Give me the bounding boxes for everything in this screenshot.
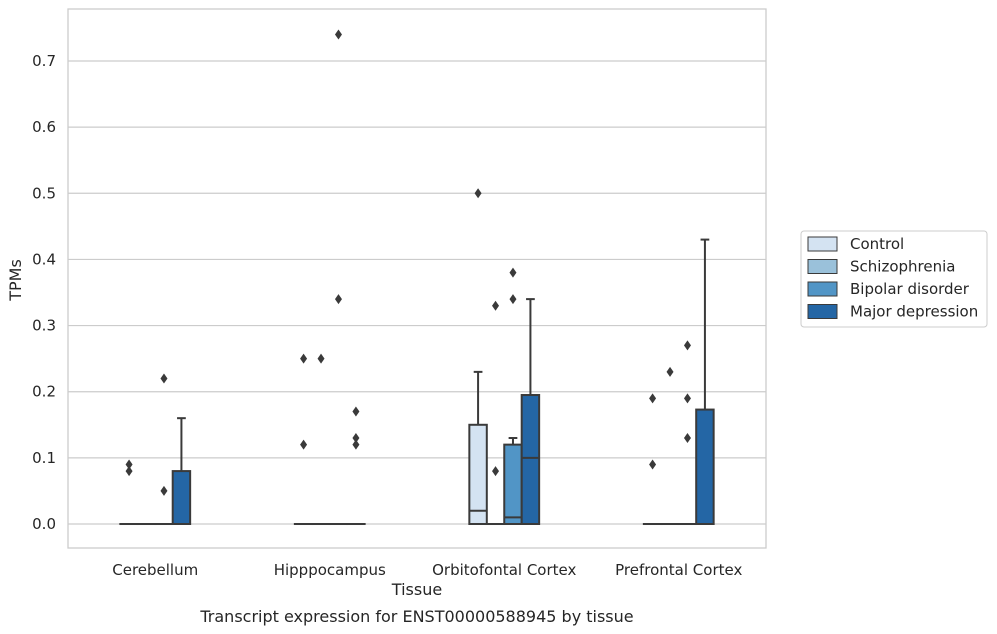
outlier-point: [300, 439, 308, 450]
y-tick-label: 0.3: [32, 317, 56, 335]
box-group: [311, 353, 331, 526]
outlier-point: [334, 29, 342, 40]
outlier-point: [334, 294, 342, 305]
y-tick-label: 0.0: [32, 515, 56, 533]
outlier-point: [666, 366, 674, 377]
legend-label: Bipolar disorder: [850, 280, 970, 298]
box: [468, 423, 488, 525]
legend-swatch: [807, 259, 838, 274]
x-tick-label: Prefrontal Cortex: [615, 561, 742, 579]
box-group: [154, 373, 174, 526]
outlier-point: [474, 188, 482, 199]
outlier-point: [649, 393, 657, 404]
box: [520, 394, 541, 525]
legend-label: Major depression: [850, 303, 978, 321]
plot-frame: [67, 8, 767, 549]
y-tick-label: 0.2: [32, 383, 56, 401]
outlier-point: [492, 466, 500, 477]
outlier-point: [649, 459, 657, 470]
y-tick-label: 0.6: [32, 118, 56, 136]
box: [171, 470, 192, 526]
box-group: [642, 393, 663, 526]
outlier-point: [509, 267, 517, 278]
x-axis-label: Tissue: [391, 580, 442, 599]
legend-swatch: [807, 304, 838, 319]
outlier-point: [492, 300, 500, 311]
y-ticks: 0.0 0.1 0.2 0.3 0.4 0.5 0.6 0.7: [32, 52, 56, 533]
legend-label: Schizophrenia: [850, 258, 955, 276]
box-group: [677, 340, 698, 526]
chart-caption: Transcript expression for ENST0000058894…: [199, 607, 633, 626]
x-tick-label: Hipppocampus: [274, 561, 386, 579]
x-tick-label: Orbitofontal Cortex: [432, 561, 576, 579]
y-axis-label: TPMs: [6, 259, 25, 302]
y-tick-label: 0.4: [32, 250, 56, 268]
y-tick-label: 0.7: [32, 52, 56, 70]
grid-lines: [68, 60, 766, 525]
box-group: [346, 406, 366, 526]
box: [503, 443, 523, 525]
x-ticks: Cerebellum Hipppocampus Orbitofontal Corte…: [112, 561, 742, 579]
outlier-point: [125, 466, 133, 477]
box-group: [468, 188, 488, 525]
box-group: [660, 366, 680, 526]
box-group: [119, 459, 139, 526]
outlier-point: [683, 433, 691, 444]
outlier-point: [683, 393, 691, 404]
outlier-point: [683, 340, 691, 351]
legend-label: Control: [850, 235, 904, 253]
legend-swatch: [807, 236, 838, 252]
legend-swatch: [807, 281, 838, 297]
outlier-point: [352, 406, 360, 417]
box-group: [171, 417, 192, 526]
box-group: [503, 267, 523, 525]
y-tick-label: 0.1: [32, 449, 56, 467]
box-group: [695, 238, 715, 525]
box: [695, 408, 715, 525]
box-group: [293, 353, 314, 526]
outlier-point: [509, 294, 517, 305]
box-group: [485, 300, 506, 526]
boxes: [119, 29, 715, 526]
outlier-point: [317, 353, 325, 364]
legend: Control Schizophrenia Bipolar disorder Majo…: [800, 230, 988, 328]
legend-frame: [800, 230, 988, 328]
box-group: [328, 29, 349, 526]
outlier-point: [160, 485, 168, 496]
outlier-point: [160, 373, 168, 384]
outlier-point: [352, 439, 360, 450]
outlier-point: [300, 353, 308, 364]
outlier-point: [125, 459, 133, 470]
x-tick-label: Cerebellum: [112, 561, 198, 579]
outlier-point: [352, 433, 360, 444]
y-tick-label: 0.5: [32, 184, 56, 202]
box-group: [520, 298, 541, 525]
